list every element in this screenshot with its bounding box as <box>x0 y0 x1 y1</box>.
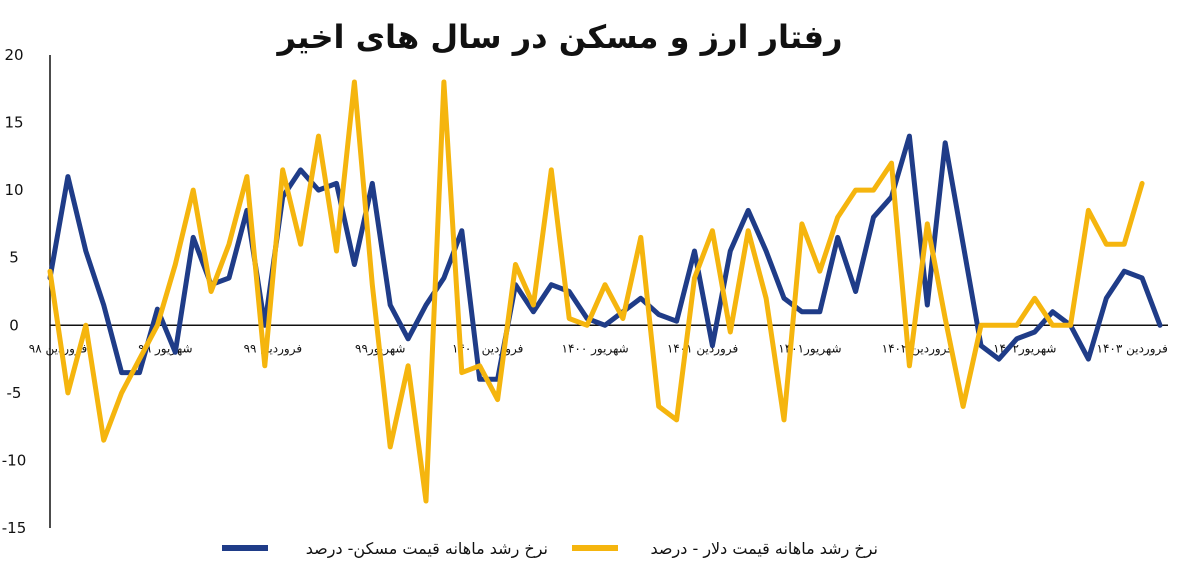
y-tick-label-4: 0 <box>9 316 19 334</box>
chart-title: رفتار ارز و مسکن در سال های اخیر <box>276 18 843 56</box>
y-tick-label-0: 20 <box>4 46 23 64</box>
x-tick-label-8: فروردین ۱۴۰۲ <box>882 341 953 356</box>
x-tick-label-10: فروردین ۱۴۰۳ <box>1097 341 1168 356</box>
series-line-1 <box>47 79 1145 504</box>
legend-label-0: نرخ رشد ماهانه قیمت مسکن- درصد <box>306 539 548 559</box>
y-tick-label-7: -15 <box>2 519 27 537</box>
y-tick-label-1: 15 <box>4 114 23 132</box>
x-tick-label-1: شهریور ۹۹ <box>138 341 192 356</box>
x-tick-label-0: فروردین ۹۸ <box>29 341 87 356</box>
y-tick-label-3: 5 <box>9 249 19 267</box>
y-tick-label-2: 10 <box>4 181 23 199</box>
y-tick-label-6: -10 <box>2 451 27 469</box>
x-tick-label-5: شهریور ۱۴۰۰ <box>562 341 629 356</box>
legend-label-1: نرخ رشد ماهانه قیمت دلار - درصد <box>651 539 878 559</box>
y-tick-label-5: -5 <box>7 384 22 402</box>
x-tick-label-2: فروردین ۹۹ <box>244 341 302 356</box>
x-tick-label-6: فروردین ۱۴۰۱ <box>667 341 738 356</box>
y-axis-ticks: 20 15 10 5 0 -5 -10 -15 <box>2 46 27 537</box>
x-tick-label-7: شهریور۱۴۰۱ <box>778 341 841 356</box>
series-line-0 <box>47 133 1163 382</box>
series-layer <box>47 79 1163 504</box>
legend: نرخ رشد ماهانه قیمت مسکن- درصد نرخ رشد ما… <box>222 539 878 559</box>
x-axis-ticks: فروردین ۹۸ شهریور ۹۹ فروردین ۹۹ شهریور۹۹ فرو… <box>29 341 1168 356</box>
